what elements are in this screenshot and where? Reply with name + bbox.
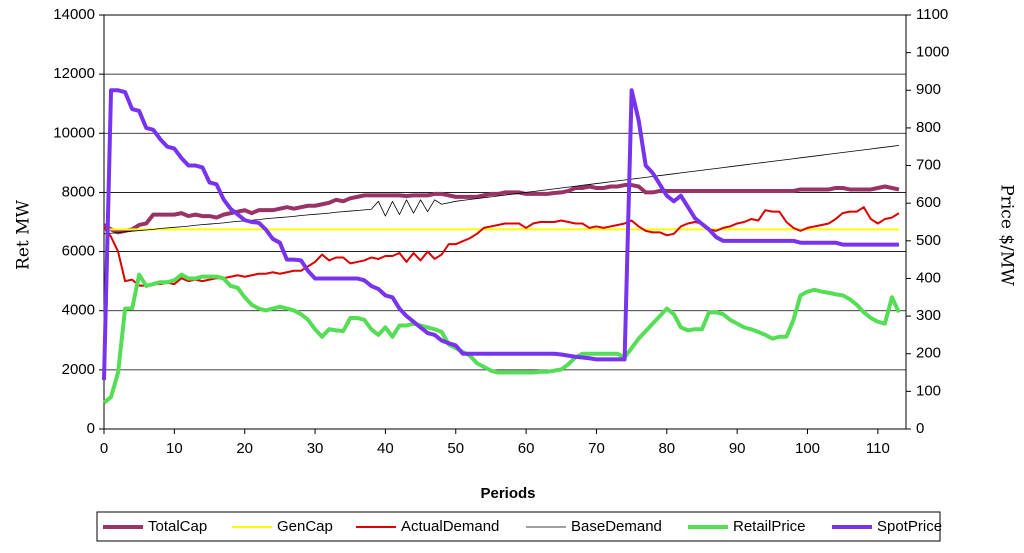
series-line	[103, 145, 900, 235]
x-tick-label: 40	[377, 440, 394, 457]
legend-label: GenCap	[277, 518, 333, 535]
x-tick-label: 60	[518, 440, 535, 457]
y2-tick-label: 700	[916, 157, 941, 174]
x-tick-label: 90	[729, 440, 746, 457]
y2-tick-label: 200	[916, 345, 941, 362]
x-tick-label: 50	[447, 440, 464, 457]
y2-tick-label: 600	[916, 194, 941, 211]
y-tick-label: 4000	[62, 302, 95, 319]
legend-label: ActualDemand	[401, 518, 499, 535]
y-axis-title: Ret MW	[14, 199, 34, 270]
legend-label: BaseDemand	[571, 518, 662, 535]
y-tick-label: 6000	[62, 243, 95, 260]
y2-tick-label: 1100	[916, 6, 948, 23]
x-tick-label: 10	[166, 440, 183, 457]
legend-label: TotalCap	[148, 518, 207, 535]
x-tick-label: 70	[588, 440, 605, 457]
y-tick-label: 2000	[62, 361, 95, 378]
legend-label: RetailPrice	[733, 518, 806, 535]
x-tick-label: 0	[100, 440, 108, 457]
y2-tick-label: 800	[916, 119, 941, 136]
x-axis-title: Periods	[480, 485, 535, 502]
x-tick-label: 30	[307, 440, 324, 457]
y-tick-label: 12000	[53, 65, 95, 82]
plot-frame	[103, 14, 907, 430]
y2-tick-label: 1000	[916, 44, 949, 61]
y2-tick-label: 900	[916, 81, 941, 98]
y2-tick-label: 300	[916, 307, 941, 324]
y2-tick-label: 400	[916, 269, 941, 286]
y2-tick-label: 500	[916, 232, 941, 249]
legend-label: SpotPrice	[877, 518, 942, 535]
x-tick-label: 20	[236, 440, 253, 457]
x-tick-label: 80	[658, 440, 675, 457]
y-tick-label: 8000	[62, 183, 95, 200]
legend-box	[96, 511, 941, 542]
y-tick-label: 0	[87, 420, 95, 437]
x-tick-label: 100	[795, 440, 820, 457]
y2-tick-label: 0	[916, 420, 924, 437]
series-line	[102, 88, 899, 381]
y-tick-label: 14000	[53, 6, 95, 23]
y2-tick-label: 100	[916, 382, 941, 399]
series-line	[102, 272, 901, 405]
y-tick-label: 10000	[53, 124, 95, 141]
y2-axis-title: Price $/MW	[997, 184, 1017, 286]
series-line	[103, 206, 900, 287]
x-tick-label: 110	[866, 440, 890, 457]
